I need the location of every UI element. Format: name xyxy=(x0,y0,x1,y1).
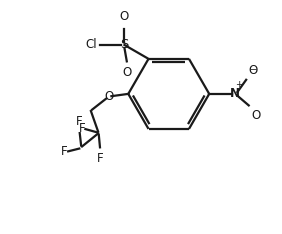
Text: S: S xyxy=(120,38,129,51)
Text: F: F xyxy=(76,115,83,128)
Text: F: F xyxy=(61,145,68,158)
Text: N: N xyxy=(230,87,240,100)
Text: +: + xyxy=(235,80,243,89)
Text: −: − xyxy=(249,64,257,73)
Text: O: O xyxy=(120,11,129,23)
Text: F: F xyxy=(97,152,103,165)
Text: O: O xyxy=(104,90,113,103)
Text: Cl: Cl xyxy=(85,38,97,51)
Text: F: F xyxy=(78,122,85,135)
Text: O: O xyxy=(251,109,260,122)
Text: O: O xyxy=(122,66,131,80)
Text: O: O xyxy=(248,64,258,77)
